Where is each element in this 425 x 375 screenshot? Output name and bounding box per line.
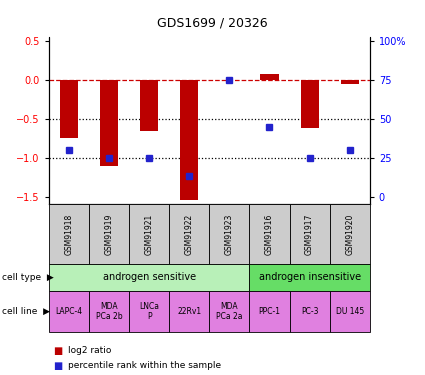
Text: GSM91922: GSM91922 [185,214,194,255]
Bar [49,264,249,291]
Text: GSM91921: GSM91921 [144,214,154,255]
Text: cell type  ▶: cell type ▶ [2,273,54,282]
Bar [289,204,330,264]
Text: PC-3: PC-3 [301,307,318,316]
Text: LAPC-4: LAPC-4 [55,307,82,316]
Bar [129,291,169,332]
Bar [289,291,330,332]
Text: MDA
PCa 2a: MDA PCa 2a [216,302,243,321]
Bar [209,291,249,332]
Bar [140,80,158,130]
Bar [249,291,289,332]
Text: 22Rv1: 22Rv1 [177,307,201,316]
Text: PPC-1: PPC-1 [258,307,280,316]
Bar [169,291,209,332]
Text: GSM91919: GSM91919 [105,214,113,255]
Bar [89,204,129,264]
Bar [49,291,89,332]
Text: cell type: cell type [0,374,1,375]
Text: GSM91923: GSM91923 [225,214,234,255]
Bar [249,204,289,264]
Text: log2 ratio: log2 ratio [68,346,111,355]
Bar [261,74,278,80]
Bar [89,291,129,332]
Bar [249,264,370,291]
Bar [330,291,370,332]
Bar [341,80,359,84]
Bar [209,204,249,264]
Text: cell line  ▶: cell line ▶ [2,307,50,316]
Bar [100,80,118,166]
Bar [330,204,370,264]
Text: GDS1699 / 20326: GDS1699 / 20326 [157,17,268,30]
Bar [60,80,78,138]
Text: androgen insensitive: androgen insensitive [258,273,361,282]
Bar [169,204,209,264]
Text: GSM91916: GSM91916 [265,214,274,255]
Bar [49,204,89,264]
Text: LNCa
P: LNCa P [139,302,159,321]
Bar [180,80,198,201]
Text: GSM91920: GSM91920 [345,214,354,255]
Text: GSM91918: GSM91918 [65,214,74,255]
Bar [129,204,169,264]
Bar [300,80,319,128]
Text: DU 145: DU 145 [336,307,364,316]
Text: percentile rank within the sample: percentile rank within the sample [68,361,221,370]
Text: ▶: ▶ [0,374,1,375]
Text: ■: ■ [53,346,62,355]
Text: GSM91917: GSM91917 [305,214,314,255]
Text: androgen sensitive: androgen sensitive [102,273,196,282]
Text: ■: ■ [53,361,62,370]
Text: MDA
PCa 2b: MDA PCa 2b [96,302,122,321]
